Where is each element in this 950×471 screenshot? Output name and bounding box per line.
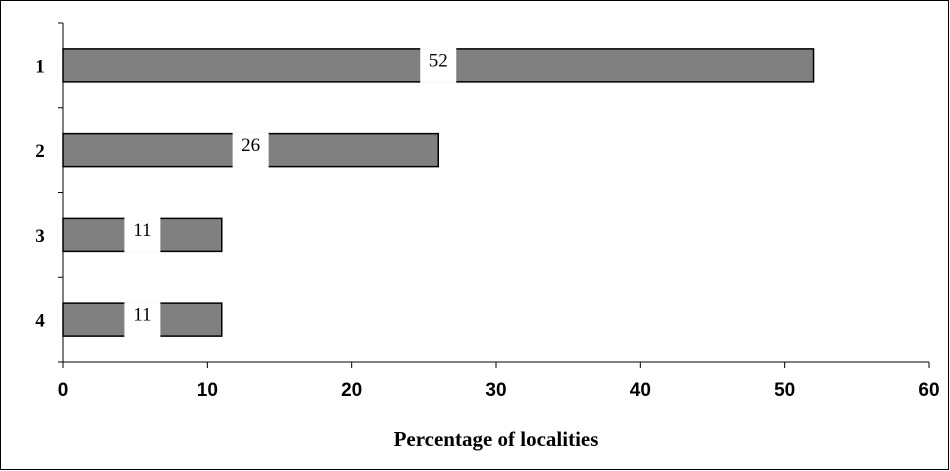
- axes-layer: [58, 22, 930, 368]
- data-label-background: [124, 302, 161, 338]
- data-label: 11: [133, 220, 151, 241]
- x-tick-label: 10: [197, 380, 218, 401]
- x-tick-label: 0: [58, 380, 69, 401]
- data-label: 26: [241, 135, 260, 156]
- x-tick-label: 50: [774, 380, 795, 401]
- data-label: 11: [133, 305, 151, 326]
- x-tick-label: 60: [918, 380, 939, 401]
- data-label-background: [124, 217, 161, 253]
- x-tick-label: 40: [630, 380, 651, 401]
- category-label: 4: [35, 311, 45, 332]
- data-label-background: [232, 132, 269, 168]
- data-label-background: [420, 47, 457, 83]
- category-label: 2: [35, 141, 45, 162]
- labels-layer: 0 10 20 30 40 50 60 1 52 2 26 3 11 4 11: [35, 47, 940, 401]
- category-label: 1: [35, 56, 45, 77]
- data-label: 52: [429, 50, 448, 71]
- category-label: 3: [35, 226, 45, 247]
- x-tick-label: 20: [341, 380, 362, 401]
- x-tick-label: 30: [485, 380, 506, 401]
- x-axis-title: Percentage of localities: [394, 427, 599, 451]
